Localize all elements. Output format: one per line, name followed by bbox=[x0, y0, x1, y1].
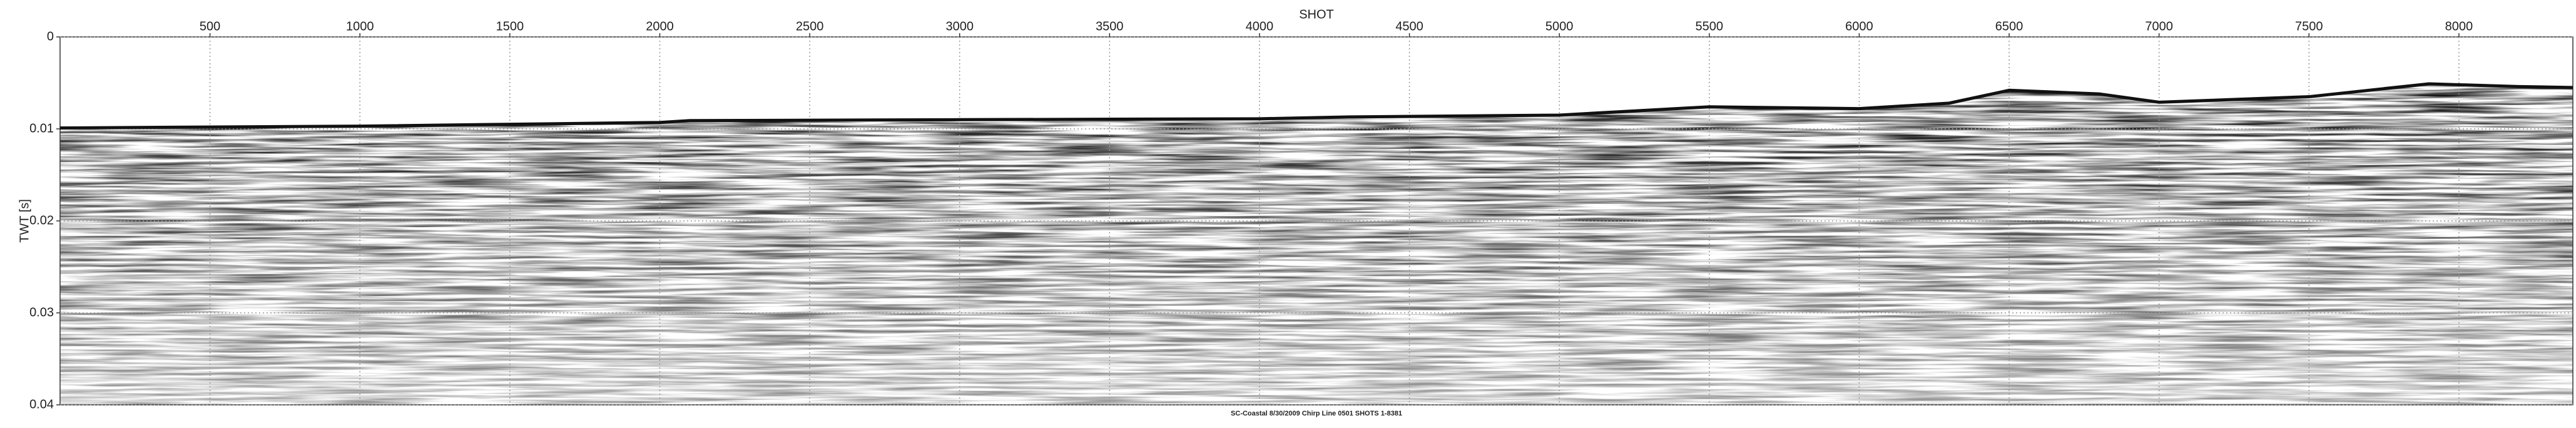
y-tick-label: 0.03 bbox=[29, 305, 54, 319]
x-tick-label: 4000 bbox=[1246, 19, 1274, 33]
y-tick-label: 0.01 bbox=[29, 121, 54, 135]
x-tick-label: 3500 bbox=[1096, 19, 1124, 33]
x-axis-label: SHOT bbox=[1299, 8, 1334, 21]
y-tick-label: 0.02 bbox=[29, 213, 54, 227]
y-axis-label: TWT [s] bbox=[18, 199, 31, 243]
caption: SC-Coastal 8/30/2009 Chirp Line 0501 SHO… bbox=[1231, 410, 1402, 417]
y-tick-label: 0 bbox=[47, 29, 54, 43]
x-tick-label: 5500 bbox=[1696, 19, 1724, 33]
x-tick-label: 7500 bbox=[2295, 19, 2323, 33]
x-tick-label: 5000 bbox=[1545, 19, 1574, 33]
x-tick-label: 1000 bbox=[346, 19, 374, 33]
x-tick-label: 8000 bbox=[2445, 19, 2473, 33]
x-tick-label: 2500 bbox=[796, 19, 824, 33]
seafloor-reflector bbox=[59, 82, 2573, 130]
x-tick-label: 500 bbox=[200, 19, 220, 33]
x-tick-label: 2000 bbox=[646, 19, 674, 33]
x-tick-label: 6000 bbox=[1845, 19, 1873, 33]
x-tick-label: 3000 bbox=[945, 19, 974, 33]
x-tick-label: 4500 bbox=[1395, 19, 1423, 33]
x-tick-label: 6500 bbox=[1995, 19, 2024, 33]
x-tick-label: 1500 bbox=[496, 19, 524, 33]
seismic-texture bbox=[60, 83, 2573, 405]
x-tick-label: 7000 bbox=[2145, 19, 2173, 33]
y-tick-label: 0.04 bbox=[29, 397, 54, 411]
